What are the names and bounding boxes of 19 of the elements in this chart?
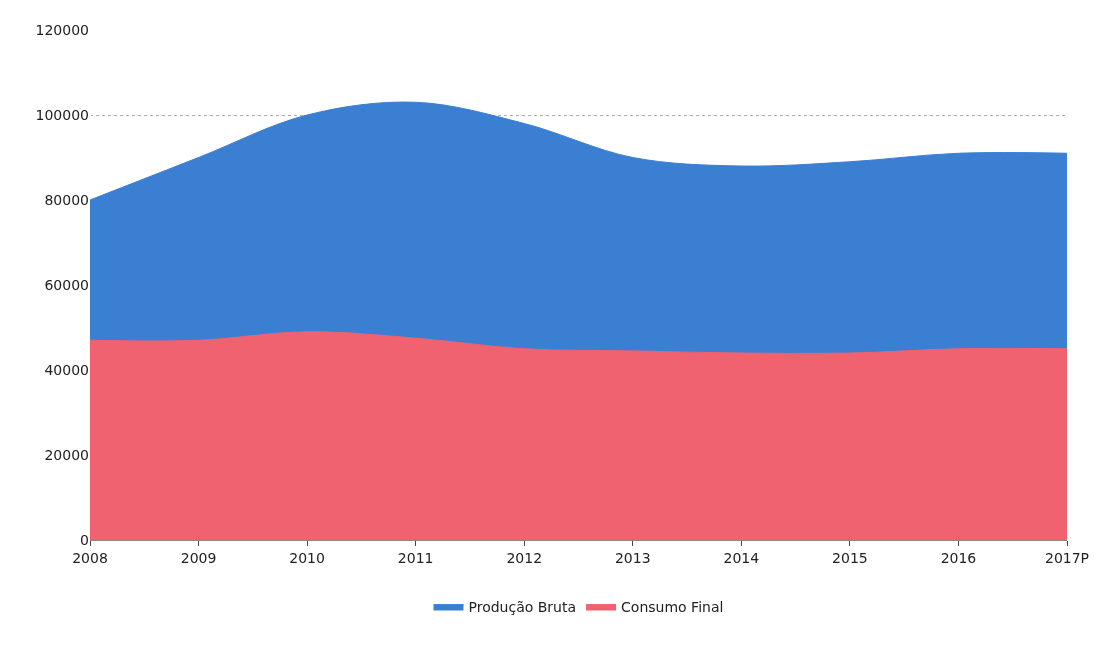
- y-tick-label: 40000: [44, 361, 89, 378]
- x-tick-label: 2015: [832, 549, 868, 566]
- y-tick-label: 80000: [44, 191, 89, 208]
- x-tick-label: 2008: [72, 549, 108, 566]
- x-tick-label: 2014: [723, 549, 760, 566]
- legend-label: Produção Bruta: [468, 599, 577, 616]
- y-tick-label: 0: [80, 531, 89, 548]
- y-tick-label: 100000: [35, 106, 89, 123]
- x-tick-label: 2010: [289, 549, 325, 566]
- x-tick-label: 2013: [614, 549, 651, 566]
- legend-label: Consumo Final: [621, 599, 724, 616]
- x-tick-label: 2012: [506, 549, 543, 566]
- x-tick-label: 2009: [180, 549, 217, 566]
- x-tick-label: 2011: [397, 549, 434, 566]
- x-tick-label: 2017P: [1044, 549, 1090, 566]
- x-tick-label: 2016: [940, 549, 977, 566]
- y-tick-label: 120000: [35, 21, 89, 38]
- y-tick-label: 60000: [44, 276, 89, 293]
- y-tick-label: 20000: [44, 446, 89, 463]
